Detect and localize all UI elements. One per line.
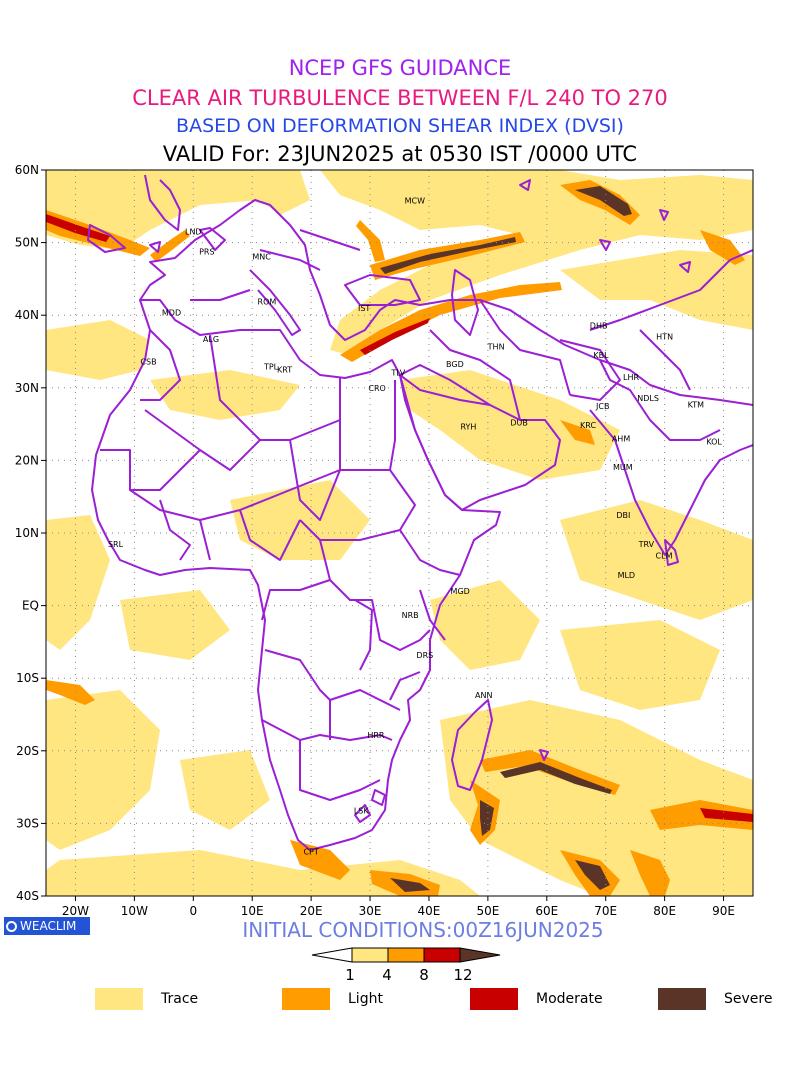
lat-tick-label: 10S bbox=[16, 671, 39, 685]
station-label: KOL bbox=[706, 438, 722, 447]
lon-tick-label: 60E bbox=[535, 904, 558, 918]
station-label: MNC bbox=[252, 252, 271, 261]
station-label: BGD bbox=[446, 360, 464, 369]
station-label: RYH bbox=[460, 422, 476, 431]
station-label: TRV bbox=[638, 540, 655, 549]
axis-ticks: 60N 50N 40N 30N 20N 10N EQ 10S 20S 30S 40S 20W 10W 0 1… bbox=[15, 163, 735, 918]
lon-tick-label: 40E bbox=[418, 904, 441, 918]
station-label: MUM bbox=[613, 463, 633, 472]
station-label: LSK bbox=[354, 806, 370, 815]
weaclim-logo: WEACLIM bbox=[4, 917, 90, 935]
initial-conditions: INITIAL CONDITIONS:00Z16JUN2025 bbox=[242, 918, 604, 942]
lat-lon-grid bbox=[46, 170, 753, 896]
title-line-1: NCEP GFS GUIDANCE bbox=[288, 56, 512, 80]
lat-tick-label: 60N bbox=[15, 163, 39, 177]
legend-label: Light bbox=[348, 991, 383, 1007]
station-label: CRO bbox=[368, 384, 385, 393]
station-label: CSB bbox=[140, 358, 156, 367]
lat-tick-label: 30S bbox=[16, 816, 39, 830]
weaclim-logo-text: WEACLIM bbox=[20, 919, 77, 933]
turbulence-field bbox=[46, 170, 753, 896]
lon-tick-label: 10E bbox=[241, 904, 264, 918]
station-label: NRB bbox=[402, 611, 419, 620]
lat-tick-label: 20S bbox=[16, 744, 39, 758]
lon-tick-label: 70E bbox=[594, 904, 617, 918]
legend-label: Moderate bbox=[536, 991, 603, 1007]
station-label: HTN bbox=[656, 332, 673, 341]
lon-tick-label: 50E bbox=[476, 904, 499, 918]
legend-swatch bbox=[470, 988, 518, 1010]
station-label: ANN bbox=[475, 691, 492, 700]
title-line-3: BASED ON DEFORMATION SHEAR INDEX (DVSI) bbox=[176, 115, 624, 137]
lon-tick-label: 90E bbox=[712, 904, 735, 918]
legend-light: Light bbox=[282, 988, 383, 1010]
station-label: ROM bbox=[258, 297, 277, 306]
station-label: TPL bbox=[263, 363, 279, 372]
station-label: KRT bbox=[277, 366, 292, 375]
lon-tick-label: 20W bbox=[62, 904, 89, 918]
station-label: ALG bbox=[203, 335, 219, 344]
station-label: DUB bbox=[510, 419, 528, 428]
lon-tick-label: 20E bbox=[300, 904, 323, 918]
station-label: CLM bbox=[656, 552, 673, 561]
station-label: JCB bbox=[595, 402, 609, 411]
lon-tick-label: 10W bbox=[121, 904, 148, 918]
station-label: AHM bbox=[612, 435, 630, 444]
lat-tick-label: 20N bbox=[15, 453, 39, 467]
weaclim-logo-icon bbox=[6, 920, 17, 932]
station-label: CPT bbox=[303, 848, 318, 857]
lon-tick-label: 0 bbox=[189, 904, 197, 918]
title-line-2: CLEAR AIR TURBULENCE BETWEEN F/L 240 TO … bbox=[132, 86, 668, 110]
station-label: KBL bbox=[593, 351, 609, 360]
legend-severe: Severe bbox=[658, 988, 772, 1010]
lat-tick-label: 40S bbox=[16, 889, 39, 903]
station-label: MDD bbox=[162, 308, 181, 317]
station-label: MGD bbox=[451, 587, 470, 596]
station-label: IST bbox=[358, 304, 370, 313]
legend-swatch bbox=[95, 988, 143, 1010]
station-label: NDLS bbox=[637, 394, 659, 403]
lat-tick-label: 40N bbox=[15, 308, 39, 322]
country-borders bbox=[87, 174, 753, 851]
station-label: MLD bbox=[618, 571, 636, 580]
lon-tick-label: 30E bbox=[359, 904, 382, 918]
station-label: HRR bbox=[367, 731, 385, 740]
lon-tick-label: 80E bbox=[653, 904, 676, 918]
station-label: DBI bbox=[616, 511, 630, 520]
station-label: PRS bbox=[199, 247, 214, 256]
station-label: LHR bbox=[623, 373, 639, 382]
legend-trace: Trace bbox=[95, 988, 198, 1010]
valid-time: VALID For: 23JUN2025 at 0530 IST /0000 U… bbox=[162, 142, 638, 166]
station-label: DHB bbox=[590, 321, 608, 330]
legend-label: Trace bbox=[161, 991, 199, 1007]
station-label: SRL bbox=[108, 540, 124, 549]
lat-tick-label: 10N bbox=[15, 526, 39, 540]
station-label: KTM bbox=[688, 400, 705, 409]
station-label: KRC bbox=[580, 421, 596, 430]
lat-tick-label: EQ bbox=[22, 599, 39, 613]
legend-swatch bbox=[658, 988, 706, 1010]
station-label: LND bbox=[185, 228, 202, 237]
legend-moderate: Moderate bbox=[470, 988, 603, 1010]
lat-tick-label: 30N bbox=[15, 381, 39, 395]
legend-swatch bbox=[282, 988, 330, 1010]
station-label: THN bbox=[487, 342, 505, 351]
lat-tick-label: 50N bbox=[15, 236, 39, 250]
station-label: TLV bbox=[390, 369, 405, 378]
station-label: DRS bbox=[416, 651, 433, 660]
legend-label: Severe bbox=[724, 991, 773, 1007]
station-label: MCW bbox=[405, 196, 425, 205]
